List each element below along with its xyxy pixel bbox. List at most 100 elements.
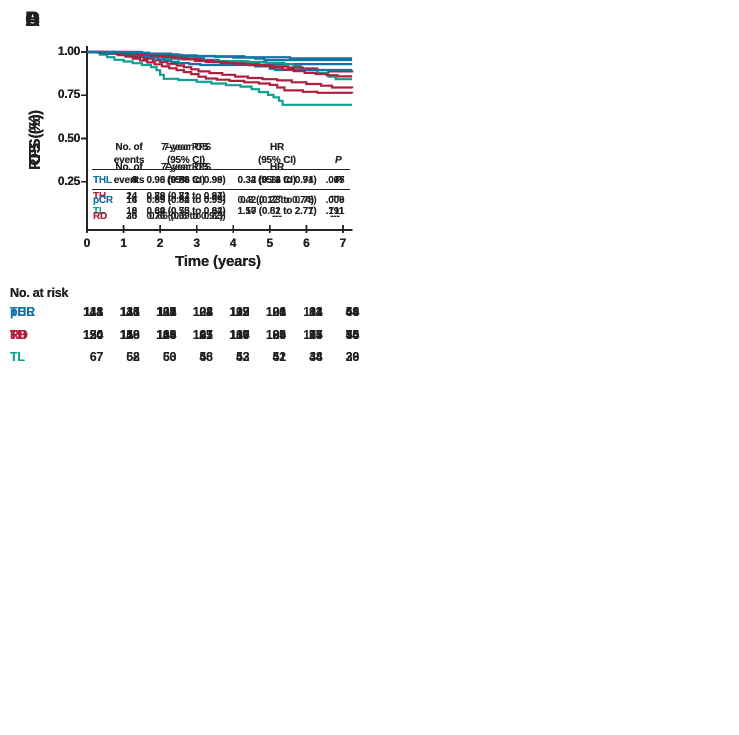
at-risk-value: 116 bbox=[120, 305, 140, 319]
x-tick-label: 2 bbox=[156, 236, 164, 250]
panel-letter: B bbox=[25, 8, 41, 31]
table-events-value: 6 bbox=[131, 195, 138, 206]
panel-b: B OS (%) 1.00 0.75 0.50 0.25 0 1 2 3 4 5 6 7 Time (yea… bbox=[10, 8, 360, 365]
at-risk-value: 87 bbox=[309, 327, 323, 342]
y-tick-label: 0.25 bbox=[57, 173, 80, 188]
x-tick-label: 7 bbox=[339, 236, 347, 250]
x-tick-label: 5 bbox=[266, 236, 274, 250]
y-tick-label: 1.00 bbox=[57, 44, 80, 58]
at-risk-value: 99 bbox=[235, 305, 250, 319]
at-risk-value: 128 bbox=[192, 305, 213, 319]
table-group-label: TH bbox=[93, 190, 106, 202]
table-header-estimate: (95% CI) bbox=[167, 154, 205, 166]
x-tick-label: 6 bbox=[303, 236, 310, 250]
at-risk-value: 52 bbox=[272, 350, 287, 365]
table-header-events: No. of bbox=[115, 162, 143, 173]
at-risk-value: 120 bbox=[83, 327, 103, 342]
at-risk-value: 134 bbox=[156, 305, 177, 319]
at-risk-value: 62 bbox=[126, 350, 140, 365]
y-tick-label: 0.75 bbox=[57, 87, 80, 102]
x-tick-label: 7 bbox=[339, 236, 347, 250]
at-risk-value: 109 bbox=[265, 327, 286, 342]
at-risk-value: 112 bbox=[229, 305, 250, 319]
at-risk-value: 149 bbox=[119, 327, 140, 342]
at-risk-value: 89 bbox=[235, 327, 250, 342]
table-p-value: --- bbox=[330, 190, 340, 202]
at-risk-value: 115 bbox=[303, 327, 323, 342]
at-risk-value: 118 bbox=[120, 327, 140, 342]
at-risk-value: 48 bbox=[309, 350, 323, 365]
x-tick-label: 0 bbox=[83, 236, 91, 250]
at-risk-value: 154 bbox=[83, 327, 103, 342]
table-group-label: THL bbox=[93, 175, 112, 186]
at-risk-value: 100 bbox=[229, 327, 250, 342]
y-tick-label: 0.25 bbox=[57, 173, 80, 188]
at-risk-value: 154 bbox=[83, 327, 103, 342]
table-events-value: 20 bbox=[126, 210, 137, 222]
at-risk-value: 26 bbox=[345, 350, 360, 365]
at-risk-value: 127 bbox=[156, 305, 177, 319]
table-estimate-value: 0.76 (0.69 to 0.83) bbox=[146, 210, 226, 222]
at-risk-title: No. at risk bbox=[10, 286, 69, 300]
at-risk-value: 108 bbox=[192, 305, 213, 319]
table-events-value: 14 bbox=[126, 195, 137, 206]
y-tick-label: 0.75 bbox=[57, 87, 80, 102]
table-group-label: RD bbox=[93, 210, 108, 222]
table-p-value: .711 bbox=[325, 206, 345, 217]
y-tick-label: 0.25 bbox=[57, 173, 80, 188]
at-risk-value: 34 bbox=[345, 327, 360, 342]
at-risk-value: 105 bbox=[156, 327, 177, 342]
at-risk-value: 43 bbox=[235, 350, 250, 365]
table-rule bbox=[92, 169, 350, 171]
x-tick-label: 0 bbox=[83, 236, 91, 250]
at-risk-value: 115 bbox=[120, 305, 140, 319]
at-risk-value: 45 bbox=[345, 327, 360, 342]
at-risk-title: No. at risk bbox=[10, 286, 69, 300]
at-risk-value: 134 bbox=[229, 327, 250, 342]
at-risk-value: 141 bbox=[83, 305, 103, 319]
at-risk-value: 106 bbox=[265, 305, 286, 319]
at-risk-value: 104 bbox=[265, 305, 286, 319]
y-tick-label: 0.25 bbox=[57, 173, 80, 188]
table-header-events: events bbox=[113, 154, 145, 166]
at-risk-value: 116 bbox=[120, 327, 140, 342]
x-axis-title: Time (years) bbox=[175, 253, 261, 270]
table-p-value: .191 bbox=[325, 206, 345, 217]
panel-letter: C bbox=[25, 8, 41, 31]
at-risk-value: 53 bbox=[162, 350, 177, 365]
at-risk-group-label: pCR bbox=[10, 305, 36, 319]
table-header-estimate: (95% CI) bbox=[167, 154, 205, 166]
table-group-label: TL bbox=[93, 206, 105, 217]
table-group-label: pCR bbox=[93, 195, 113, 206]
table-group-label: pCR bbox=[93, 195, 113, 206]
table-header-hr: HR bbox=[269, 142, 285, 153]
x-tick-label: 4 bbox=[229, 236, 237, 250]
x-tick-label: 0 bbox=[83, 236, 91, 250]
table-header-estimate: 7-year OS bbox=[163, 162, 209, 173]
x-tick-label: 6 bbox=[303, 236, 310, 250]
table-header-hr: HR bbox=[269, 162, 285, 173]
at-risk-value: 112 bbox=[303, 305, 323, 319]
at-risk-value: 84 bbox=[272, 327, 287, 342]
at-risk-group-label: THL bbox=[10, 305, 34, 319]
x-tick-label: 7 bbox=[339, 236, 347, 250]
km-curve-RD bbox=[87, 50, 354, 94]
at-risk-value: 68 bbox=[345, 305, 360, 319]
table-hr-value: --- bbox=[272, 190, 282, 202]
at-risk-value: 121 bbox=[265, 305, 286, 319]
y-tick-label: 0.75 bbox=[57, 87, 80, 102]
table-header-hr: HR bbox=[269, 142, 285, 153]
table-header-hr: (95% CI) bbox=[258, 154, 296, 166]
table-header-events: No. of bbox=[115, 142, 143, 153]
at-risk-group-label: THL bbox=[10, 305, 34, 319]
table-p-value: --- bbox=[330, 210, 340, 222]
y-tick-label: 1.00 bbox=[57, 44, 80, 58]
table-header-hr: (95% CI) bbox=[258, 174, 296, 186]
x-tick-label: 4 bbox=[229, 236, 237, 250]
table-estimate-value: 0.69 (0.58 to 0.82) bbox=[146, 206, 226, 217]
table-header-estimate: 7-year RFS bbox=[160, 142, 212, 153]
table-estimate-value: 0.79 (0.71 to 0.87) bbox=[146, 190, 226, 202]
km-curve-RD bbox=[87, 50, 353, 78]
table-events-value: 35 bbox=[126, 210, 137, 222]
x-tick-label: 4 bbox=[229, 236, 237, 250]
